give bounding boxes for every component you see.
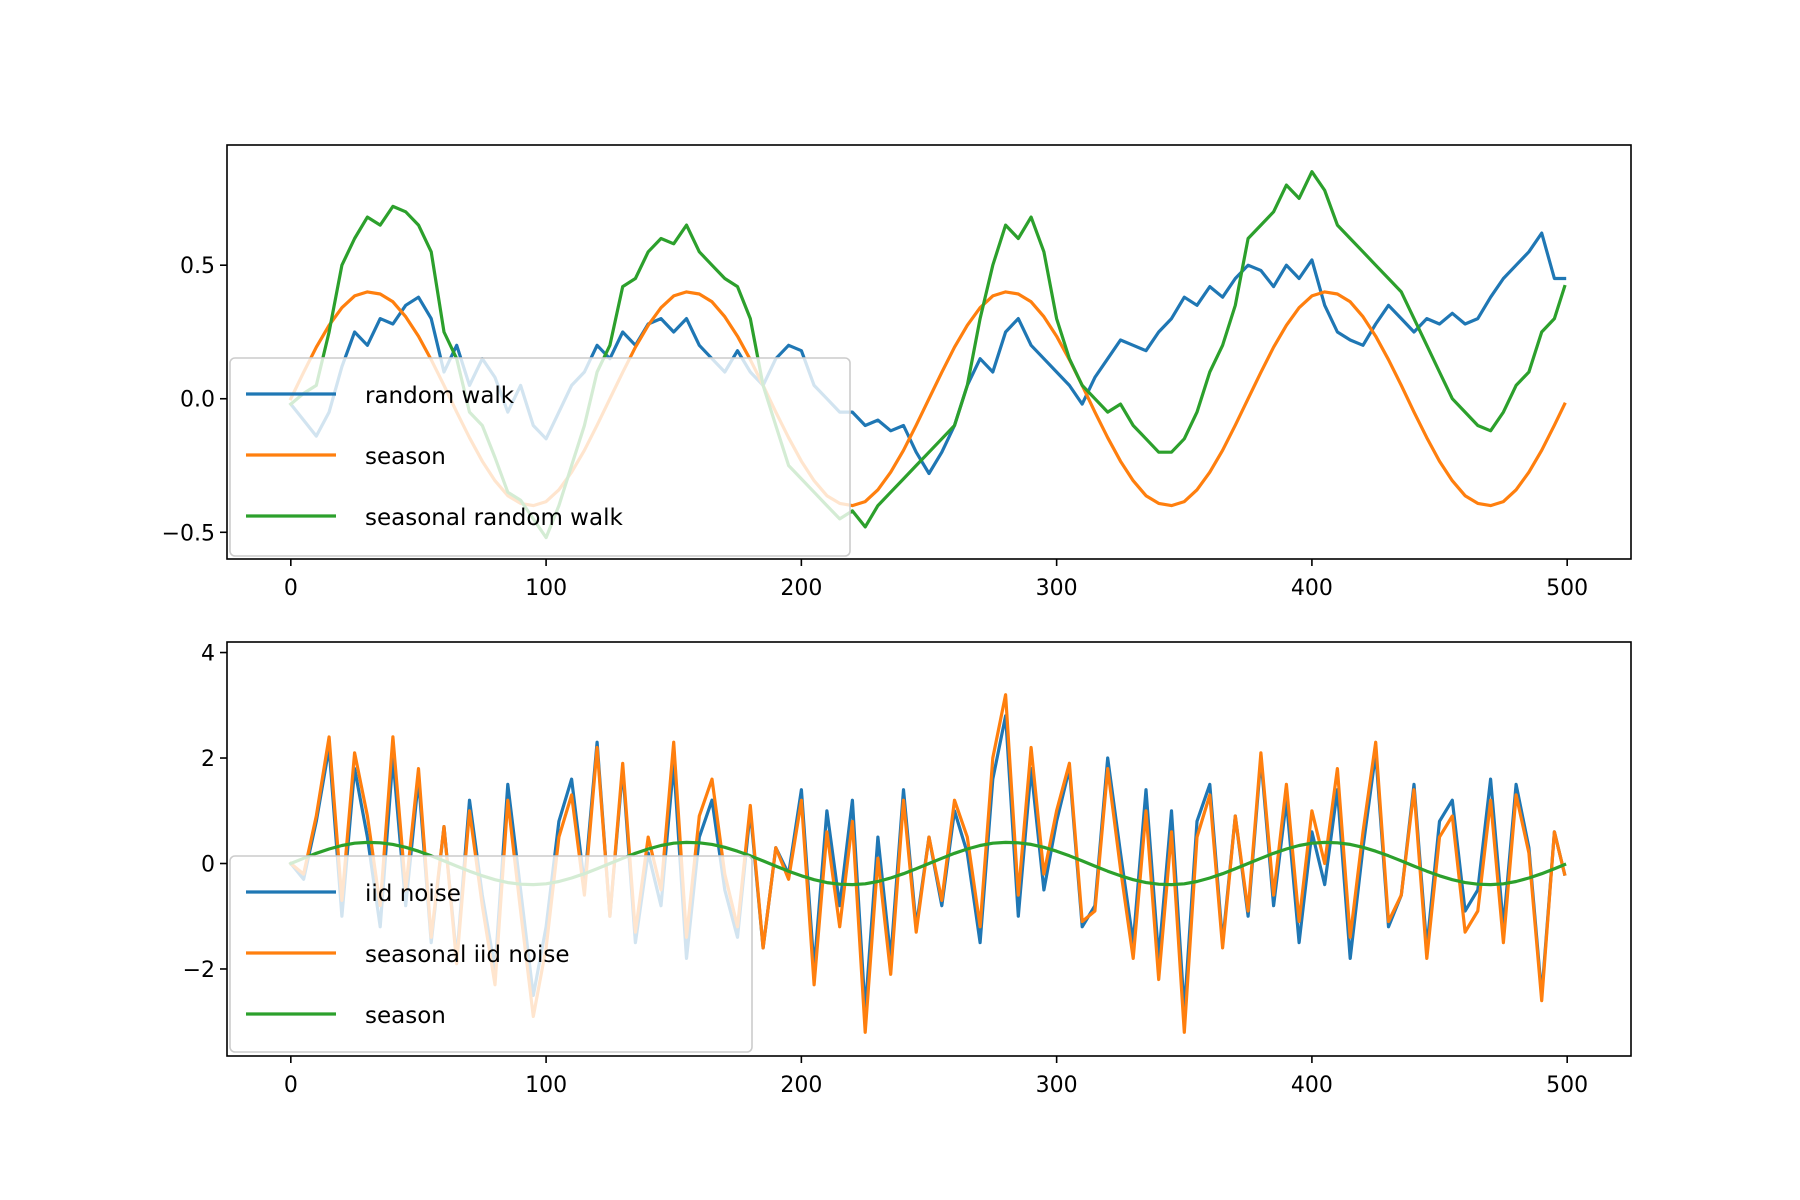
legend: iid noise seasonal iid noise season: [229, 855, 753, 1053]
x-tick-label: 400: [1291, 576, 1333, 601]
y-tick-label: 4: [201, 642, 215, 667]
x-tick-label: 300: [1036, 1073, 1078, 1098]
axes-frame: [226, 641, 1632, 1057]
x-tick-label: 100: [525, 1073, 567, 1098]
x-tick-label: 400: [1291, 1073, 1333, 1098]
y-tick-label: 2: [201, 747, 215, 772]
x-tick-label: 300: [1036, 576, 1078, 601]
legend-label: seasonal iid noise: [365, 942, 570, 968]
legend-label: seasonal random walk: [365, 505, 623, 531]
y-tick-label: 0: [201, 853, 215, 878]
y-tick-label: 0.5: [180, 254, 215, 279]
legend-label: iid noise: [365, 881, 461, 907]
y-tick-label: −2: [183, 958, 215, 983]
bottom-panel: 0 100 200 300 400 500 −2 0 2 4 iid noise seasonal i…: [183, 641, 1632, 1098]
x-tick-label: 0: [284, 576, 298, 601]
x-tick-label: 500: [1546, 1073, 1588, 1098]
top-panel: 0 100 200 300 400 500 −0.5 0.0 0.5 random walk sea…: [162, 144, 1632, 601]
x-tick-label: 0: [284, 1073, 298, 1098]
legend-box: [229, 855, 753, 1053]
x-tick-label: 500: [1546, 576, 1588, 601]
x-tick-label: 200: [780, 576, 822, 601]
y-tick-label: 0.0: [180, 388, 215, 413]
legend-label: random walk: [365, 383, 515, 409]
legend-box: [229, 357, 851, 557]
y-tick-label: −0.5: [162, 521, 215, 546]
legend-label: season: [365, 444, 446, 470]
x-tick-label: 100: [525, 576, 567, 601]
legend: random walk season seasonal random walk: [229, 357, 851, 557]
axes-frame: [226, 144, 1632, 560]
x-tick-label: 200: [780, 1073, 822, 1098]
legend-label: season: [365, 1003, 446, 1029]
